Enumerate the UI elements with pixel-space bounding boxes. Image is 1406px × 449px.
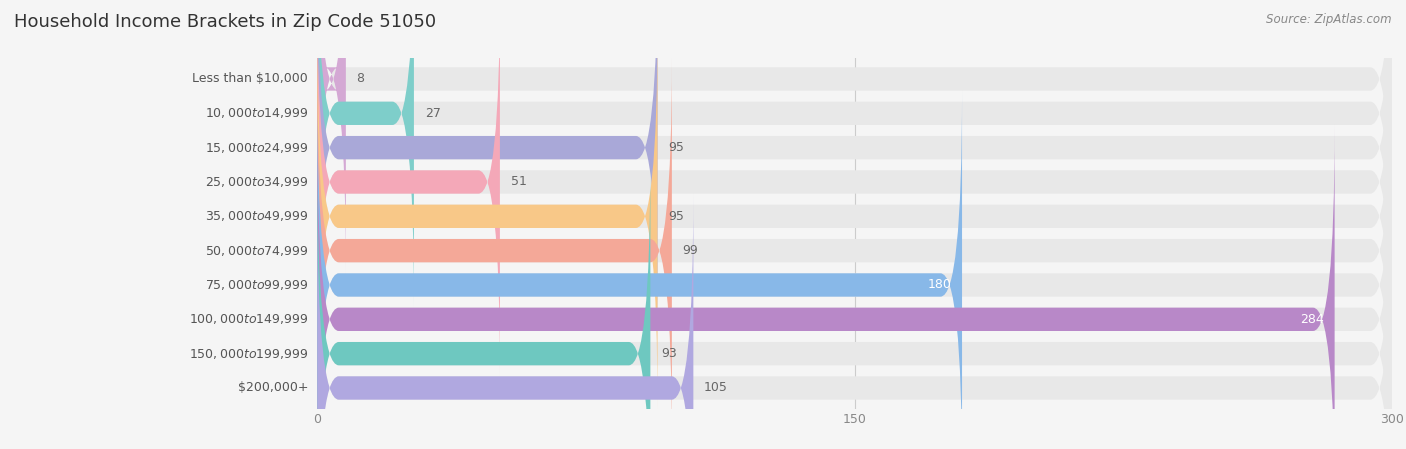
Text: Source: ZipAtlas.com: Source: ZipAtlas.com <box>1267 13 1392 26</box>
Text: $150,000 to $199,999: $150,000 to $199,999 <box>188 347 308 361</box>
FancyBboxPatch shape <box>318 91 1392 449</box>
Text: $10,000 to $14,999: $10,000 to $14,999 <box>205 106 308 120</box>
FancyBboxPatch shape <box>318 91 962 449</box>
Text: 180: 180 <box>928 278 952 291</box>
FancyBboxPatch shape <box>318 22 1392 411</box>
FancyBboxPatch shape <box>318 0 413 308</box>
Text: $100,000 to $149,999: $100,000 to $149,999 <box>188 313 308 326</box>
FancyBboxPatch shape <box>318 0 1392 342</box>
FancyBboxPatch shape <box>318 0 501 376</box>
FancyBboxPatch shape <box>318 0 1392 308</box>
Text: 95: 95 <box>668 210 685 223</box>
Text: $200,000+: $200,000+ <box>238 382 308 395</box>
Text: $50,000 to $74,999: $50,000 to $74,999 <box>205 244 308 258</box>
Text: 93: 93 <box>661 347 676 360</box>
FancyBboxPatch shape <box>318 125 1334 449</box>
FancyBboxPatch shape <box>318 22 658 411</box>
FancyBboxPatch shape <box>318 159 651 449</box>
FancyBboxPatch shape <box>318 159 1392 449</box>
FancyBboxPatch shape <box>318 0 346 273</box>
Text: 105: 105 <box>704 382 728 395</box>
Text: 8: 8 <box>357 72 364 85</box>
FancyBboxPatch shape <box>318 194 693 449</box>
Text: Household Income Brackets in Zip Code 51050: Household Income Brackets in Zip Code 51… <box>14 13 436 31</box>
Text: $75,000 to $99,999: $75,000 to $99,999 <box>205 278 308 292</box>
FancyBboxPatch shape <box>318 125 1392 449</box>
Text: Less than $10,000: Less than $10,000 <box>193 72 308 85</box>
Text: $35,000 to $49,999: $35,000 to $49,999 <box>205 209 308 223</box>
Text: 99: 99 <box>682 244 699 257</box>
FancyBboxPatch shape <box>318 56 672 445</box>
Text: 284: 284 <box>1301 313 1324 326</box>
Text: 95: 95 <box>668 141 685 154</box>
Text: 27: 27 <box>425 107 440 120</box>
Text: $15,000 to $24,999: $15,000 to $24,999 <box>205 141 308 154</box>
Text: 51: 51 <box>510 176 526 189</box>
Text: $25,000 to $34,999: $25,000 to $34,999 <box>205 175 308 189</box>
FancyBboxPatch shape <box>318 0 1392 376</box>
FancyBboxPatch shape <box>318 56 1392 445</box>
FancyBboxPatch shape <box>318 0 1392 273</box>
FancyBboxPatch shape <box>318 0 658 342</box>
FancyBboxPatch shape <box>318 194 1392 449</box>
